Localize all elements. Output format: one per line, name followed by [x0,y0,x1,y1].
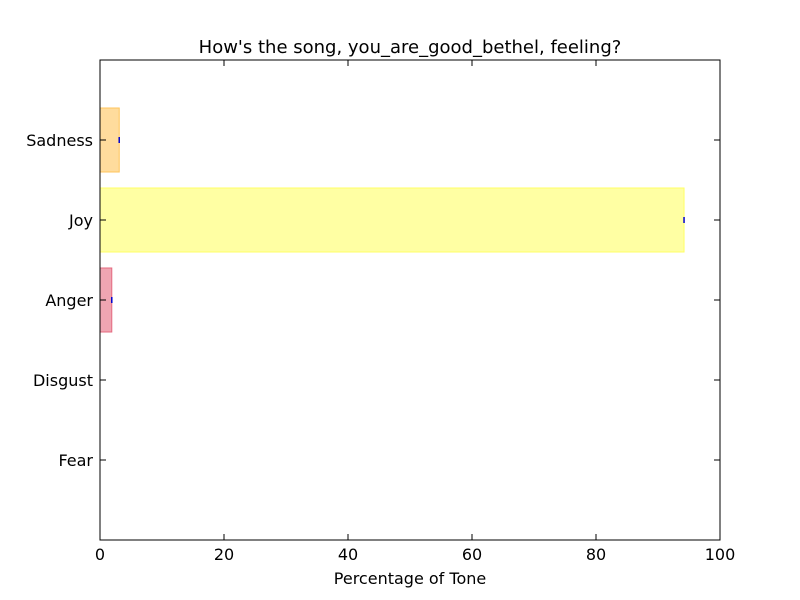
y-tick-label-anger: Anger [45,291,93,310]
x-tick-label-20: 20 [214,545,234,564]
x-tick-label-80: 80 [586,545,606,564]
x-tick-label-0: 0 [95,545,105,564]
x-tick-label-40: 40 [338,545,358,564]
x-axis-label: Percentage of Tone [334,569,486,588]
y-tick-label-disgust: Disgust [33,371,93,390]
bar-joy [99,187,685,253]
y-tick-label-fear: Fear [58,451,93,470]
bars-group [99,107,685,333]
x-tick-label-100: 100 [705,545,736,564]
chart-title: How's the song, you_are_good_bethel, fee… [199,37,622,58]
x-tick-label-60: 60 [462,545,482,564]
y-tick-label-joy: Joy [68,211,93,230]
plot-frame [99,59,721,541]
ticks-group: Fear Disgust Anger Joy Sadness 0 20 40 60 80 100 [26,60,735,564]
y-tick-label-sadness: Sadness [26,131,93,150]
